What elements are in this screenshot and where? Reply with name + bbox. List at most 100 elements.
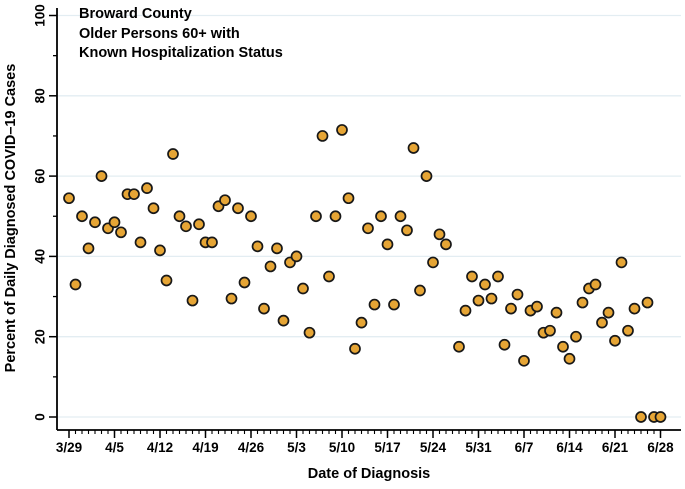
data-point [492,270,504,283]
data-point [245,210,257,223]
data-point [576,296,589,309]
data-point [589,278,602,291]
data-point [557,340,569,353]
data-point [173,210,186,223]
data-point [498,338,511,351]
y-tick-label: 40 [33,249,48,264]
data-point [147,202,160,215]
data-point [290,250,303,263]
data-point [427,256,439,269]
data-point [167,148,179,160]
data-point [186,294,199,307]
data-point [511,288,524,301]
data-point [206,236,218,249]
x-tick-label: 6/28 [647,440,674,455]
data-point [238,276,251,289]
y-tick-label: 100 [33,4,48,27]
chart-title-line2: Older Persons 60+ with [79,25,240,42]
data-point [505,302,517,315]
data-point [472,294,485,307]
data-point [342,192,355,205]
data-point [485,292,498,305]
data-point [368,298,381,311]
x-tick-label: 5/10 [329,440,355,455]
data-point [615,256,628,269]
x-tick-label: 6/14 [556,440,583,455]
data-point [141,182,153,194]
data-point [420,170,433,182]
chart-title-line1: Broward County [79,6,192,22]
data-point [596,316,608,329]
y-axis-title: Percent of Daily Diagnosed COVID–19 Case… [3,63,19,373]
x-tick-label: 4/26 [238,440,265,455]
data-point [316,130,329,142]
data-point [362,222,374,235]
data-point [180,220,192,233]
data-point [622,324,634,337]
y-tick-label: 20 [33,329,48,344]
data-point [115,226,127,239]
data-point [219,194,231,207]
data-point [602,306,615,319]
data-point [310,210,322,223]
chart-title: Broward County Older Persons 60+ with Kn… [79,5,283,64]
data-point [95,170,108,182]
data-point [440,238,452,251]
data-point [258,302,270,315]
x-tick-label: 5/17 [374,440,400,455]
data-point [550,306,563,319]
x-tick-label: 3/29 [56,440,82,455]
data-point [375,210,387,223]
y-tick-label: 60 [33,169,48,184]
data-point [459,304,472,317]
data-point [544,324,556,337]
data-point [225,292,238,305]
data-point [329,210,342,223]
x-tick-label: 6/7 [515,440,534,455]
data-point [264,260,277,273]
data-point [414,284,426,297]
data-point [297,282,309,295]
x-tick-label: 4/12 [147,440,173,455]
data-point [609,334,621,347]
data-point [355,316,368,329]
data-point [349,342,361,355]
data-point [654,411,667,423]
data-point [303,326,316,339]
y-tick-label: 0 [33,413,48,421]
data-point [466,270,478,283]
x-tick-label: 4/5 [105,440,124,455]
data-point [193,218,205,231]
data-point [251,240,264,253]
data-point [323,270,335,283]
data-point [69,278,82,291]
data-point [76,210,88,223]
data-point [635,411,647,423]
data-point [518,354,530,367]
data-point [63,192,75,205]
data-point [381,238,394,251]
x-tick-label: 5/3 [287,440,306,455]
data-point [388,298,400,311]
data-point [82,242,95,255]
data-point [531,300,543,313]
data-point [433,228,446,241]
data-point [336,124,348,136]
y-tick-label: 80 [33,88,48,103]
data-point [232,202,244,215]
data-point [271,242,283,255]
data-point [154,244,166,257]
data-point [134,236,147,249]
data-point [628,302,641,315]
data-point [128,188,140,201]
x-tick-label: 5/24 [420,440,447,455]
data-point [641,296,654,309]
chart-title-line3: Known Hospitalization Status [79,45,283,61]
data-point [453,340,465,353]
x-tick-label: 4/19 [192,440,218,455]
data-point [89,216,101,229]
x-tick-label: 5/31 [465,440,492,455]
data-point [394,210,407,223]
